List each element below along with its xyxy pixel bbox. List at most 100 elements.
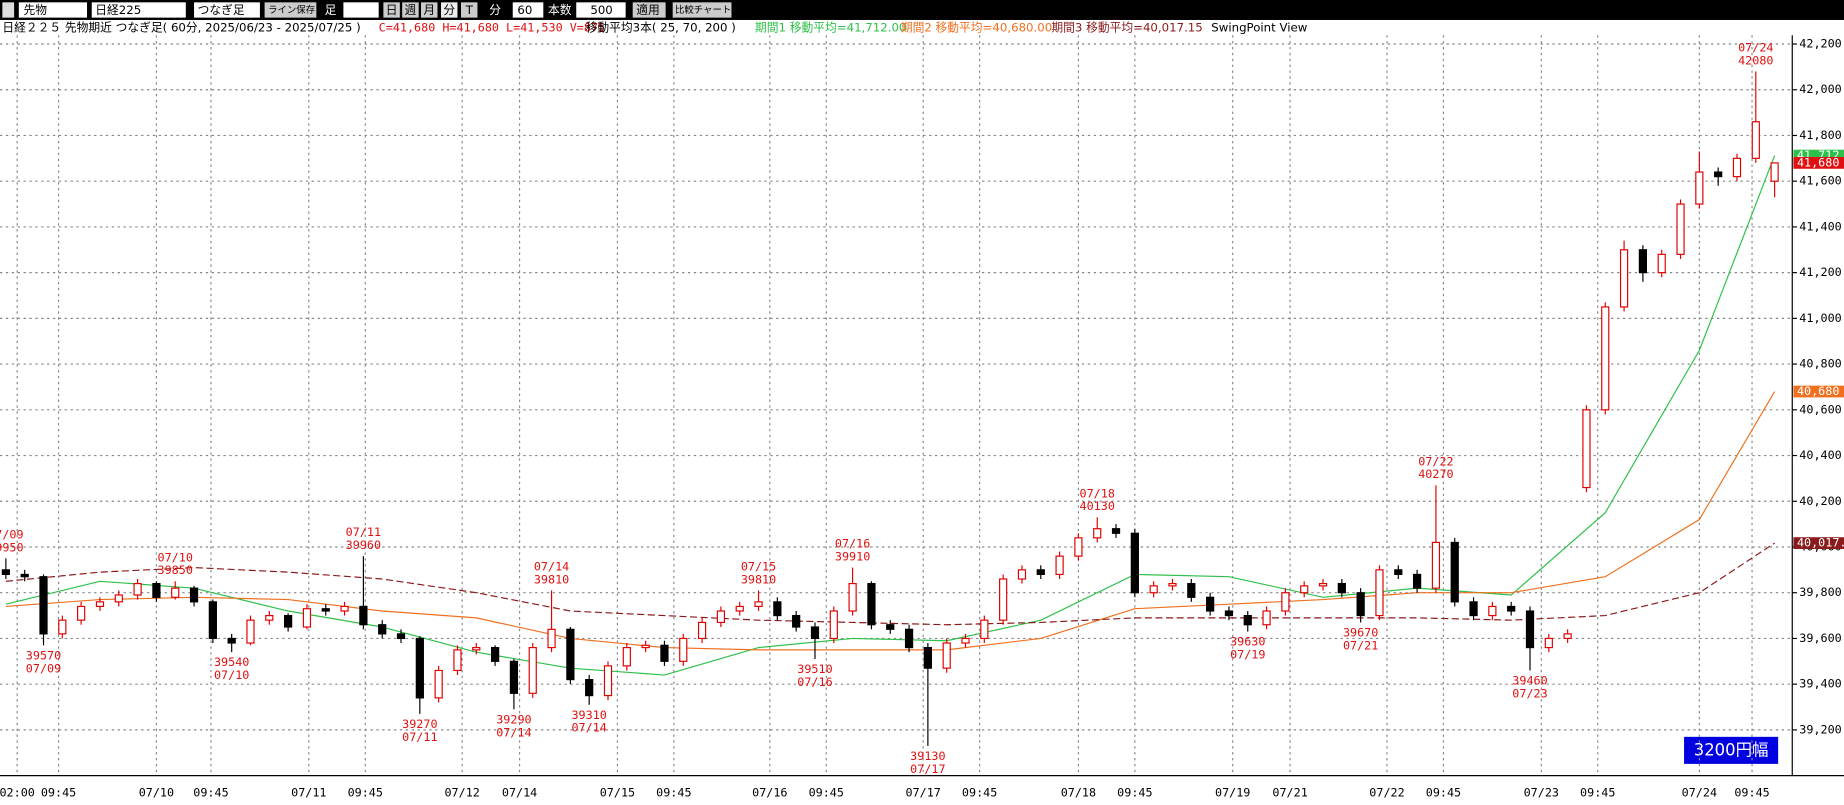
candle-body [246, 619, 255, 644]
button[interactable] [632, 2, 666, 18]
input[interactable] [512, 2, 544, 18]
x-tick-label: 07/10 [139, 786, 174, 800]
annotation-price: 39310 [571, 708, 606, 722]
input[interactable] [576, 2, 626, 18]
value-tag-label: 40,017. [1797, 536, 1844, 550]
annotation-price: 42080 [1738, 53, 1773, 67]
button[interactable] [672, 2, 732, 18]
candle-body [980, 619, 989, 640]
button[interactable] [264, 2, 317, 18]
input[interactable] [343, 2, 379, 18]
y-tick-label: 41,600 [1799, 174, 1841, 188]
ma-line [5, 391, 1776, 651]
x-tick-label: 09:45 [193, 786, 228, 800]
button-text: T [465, 3, 474, 17]
y-tick-label: 39,400 [1799, 677, 1841, 691]
chart-title: 日経２２５ 先物期近 つなぎ足( 60分, 2025/06/23 - 2025/… [2, 21, 360, 35]
ma-text: 期間1 移動平均=41,712.00 [755, 21, 906, 35]
annotation-price: 39570 [26, 648, 61, 662]
dropdown[interactable] [18, 2, 88, 18]
candle-body [1243, 614, 1252, 626]
button[interactable] [421, 2, 438, 18]
annotation-date: 07/15 [741, 559, 776, 573]
candle-body [1638, 249, 1648, 274]
button[interactable] [461, 2, 478, 18]
candle-body [1450, 541, 1459, 603]
label: 本数 [548, 3, 572, 17]
candle-body [1582, 409, 1591, 489]
candle-body [1337, 582, 1346, 594]
candle-body [58, 619, 67, 635]
annotation-price: 39950 [0, 540, 24, 554]
dropdown[interactable] [194, 2, 260, 18]
candle-body [490, 647, 500, 662]
candle-body [227, 637, 236, 644]
candle-body [773, 601, 782, 617]
candle-body [114, 594, 123, 603]
candle-body [1149, 585, 1158, 594]
candle-body [378, 624, 387, 635]
view-text: SwingPoint View [1211, 21, 1307, 35]
menu-button[interactable] [2, 2, 15, 18]
ma-text: 期間3 移動平均=40,017.15 [1051, 21, 1202, 35]
toolbar-items: 先物 日経225 つなぎ足 ライン保存 足 日 週 月 分 T 分 60 本数 … [2, 2, 732, 18]
candle-body [1111, 528, 1121, 534]
x-tick-label: 07/11 [291, 786, 326, 800]
annotation-date: 07/11 [402, 730, 437, 744]
candle-body [1074, 537, 1083, 557]
y-tick-label: 39,600 [1799, 631, 1841, 645]
y-tick-label: 39,800 [1799, 585, 1841, 599]
candle-body [1412, 573, 1422, 589]
x-tick-label: 07/14 [502, 786, 537, 800]
annotation-date: 07/10 [214, 668, 249, 682]
candle-body [585, 679, 594, 697]
annotation-price: 39810 [741, 572, 776, 586]
candle-body [1318, 582, 1328, 587]
annotation-price: 40270 [1418, 467, 1453, 481]
x-tick-label: 07/23 [1524, 786, 1559, 800]
button[interactable] [402, 2, 419, 18]
candle-body [810, 626, 820, 640]
candle-body [509, 660, 519, 694]
candle-body [472, 647, 481, 651]
button[interactable] [441, 2, 458, 18]
candle-body [923, 647, 932, 669]
x-tick-label: 09:45 [809, 786, 844, 800]
candle-body [1262, 610, 1271, 626]
annotation-price: 39130 [910, 749, 945, 763]
candle-body [284, 614, 293, 628]
value-tag-label: 40,680 [1797, 384, 1839, 398]
annotation-date: 07/19 [1230, 648, 1265, 662]
y-tick-label: 39,200 [1799, 722, 1841, 736]
button-text: 分 [443, 3, 455, 17]
candle-body [867, 582, 876, 626]
annotation-date: 07/14 [534, 559, 569, 573]
candle-body [1036, 569, 1045, 576]
candle-body [1770, 162, 1779, 182]
candle-body [77, 605, 86, 621]
x-tick-label: 07/19 [1215, 786, 1250, 800]
candle-body [95, 601, 105, 608]
candle-body [1206, 596, 1215, 612]
x-tick-label: 07/24 [1682, 786, 1717, 800]
annotation-price: 39460 [1512, 674, 1547, 688]
candle-body [1224, 610, 1234, 617]
x-tick-label: 07/15 [600, 786, 635, 800]
annotation-date: 07/16 [835, 537, 870, 551]
x-tick-label: 07/17 [905, 786, 940, 800]
candle-body [39, 576, 48, 635]
candle-body [942, 642, 951, 669]
annotation-date: 07/14 [496, 725, 531, 739]
candle-body [1394, 569, 1403, 576]
button-text: 週 [405, 3, 417, 17]
x-tick-label: 09:45 [656, 786, 691, 800]
y-tick-label: 41,200 [1799, 265, 1841, 279]
candle-body [829, 610, 838, 640]
candle-body [1300, 585, 1309, 594]
candle-body [1281, 592, 1290, 612]
button[interactable] [383, 2, 400, 18]
dropdown[interactable] [91, 2, 186, 18]
y-tick-label: 42,000 [1799, 82, 1841, 96]
candle-body [999, 578, 1008, 621]
candle-body [359, 605, 368, 626]
